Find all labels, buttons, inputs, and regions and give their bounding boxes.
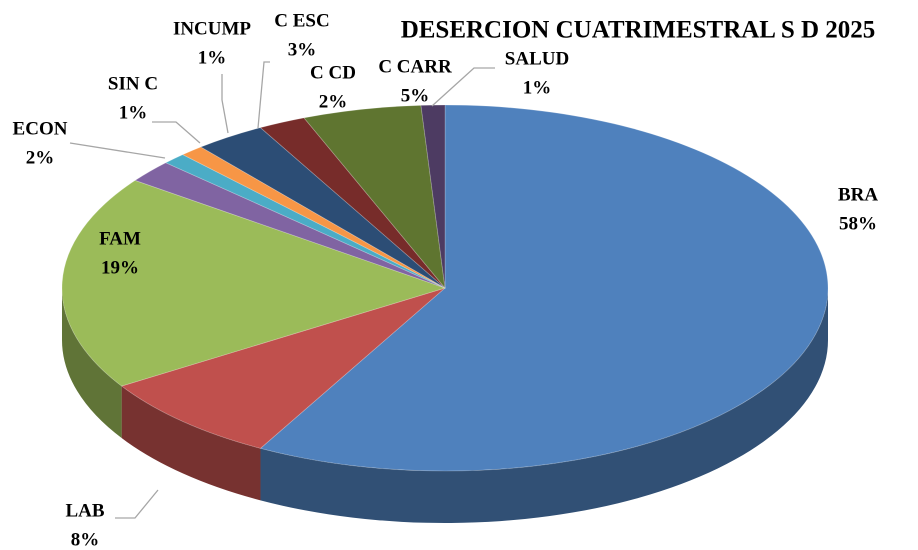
data-label-value: 3%	[288, 39, 317, 60]
data-label-name: SIN C	[108, 73, 158, 94]
data-label-value: 2%	[26, 147, 55, 168]
data-label-value: 1%	[119, 102, 148, 123]
data-label-value: 5%	[401, 85, 430, 106]
data-label-value: 1%	[523, 77, 552, 98]
data-label-name: C CARR	[378, 56, 452, 77]
leader-line	[69, 142, 166, 159]
pie-slice-side	[260, 288, 828, 523]
data-label-value: 19%	[101, 257, 139, 278]
data-label-name: BRA	[838, 184, 878, 205]
data-label-name: FAM	[99, 228, 141, 249]
pie-slice	[303, 104, 446, 290]
pie-slice	[199, 127, 446, 289]
pie-slice	[181, 146, 446, 289]
data-label-name: C ESC	[274, 10, 329, 31]
data-label-name: INCUMP	[173, 18, 251, 39]
data-label-value: 58%	[839, 213, 877, 234]
leader-line	[152, 121, 201, 144]
pie-slice	[134, 162, 446, 289]
pie-slice	[164, 154, 446, 289]
leader-line	[221, 74, 229, 134]
pie-slice-side	[121, 386, 261, 501]
pie-slice	[61, 179, 447, 387]
pie-slice	[259, 104, 829, 472]
leader-line	[431, 67, 495, 107]
pie-slice	[259, 117, 446, 289]
data-label-value: 8%	[71, 529, 100, 550]
pie-slice	[120, 287, 446, 449]
data-label-name: SALUD	[505, 48, 569, 69]
data-label-name: C CD	[310, 62, 356, 83]
data-label-value: 1%	[198, 47, 227, 68]
pie-slice-side	[62, 288, 122, 439]
leader-line	[257, 61, 270, 129]
data-label-name: ECON	[13, 118, 68, 139]
leader-line	[115, 489, 159, 519]
chart-title: DESERCION CUATRIMESTRAL S D 2025	[401, 17, 876, 44]
data-label-value: 2%	[319, 91, 348, 112]
data-label-name: LAB	[65, 500, 104, 521]
